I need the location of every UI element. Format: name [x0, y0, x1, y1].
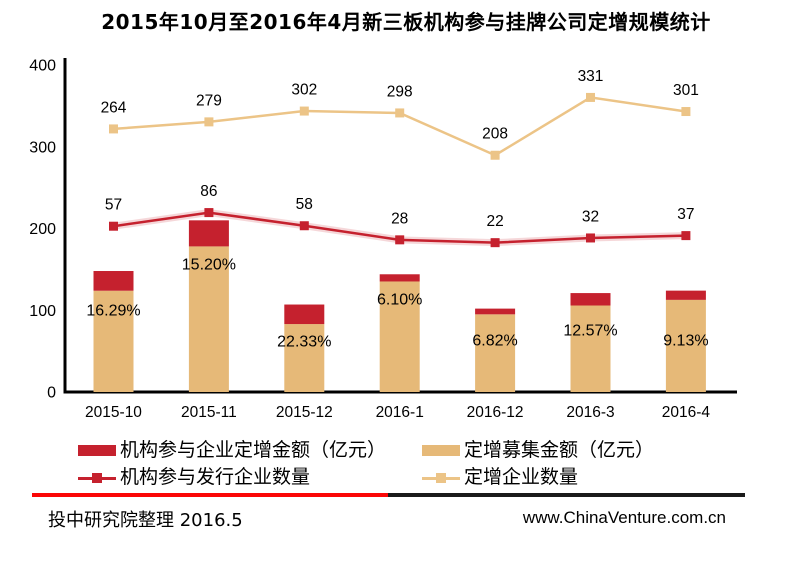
chart-plot: 0 100 200 300 400 16.29% 2015-10 15.20% 2015-11 2… — [29, 58, 737, 421]
line-value-label: 58 — [296, 196, 313, 213]
footer-divider — [32, 493, 745, 497]
bar-institution-segment — [93, 271, 134, 291]
y-tick-label: 100 — [29, 303, 56, 320]
x-tick-label: 2015-12 — [276, 404, 333, 421]
legend-column-left: 机构参与企业定增金额（亿元） 机构参与发行企业数量 — [78, 437, 386, 491]
line-value-label: 32 — [582, 208, 599, 225]
line-marker — [204, 117, 214, 127]
x-tick-label: 2015-10 — [85, 404, 142, 421]
legend-label: 机构参与发行企业数量 — [120, 466, 311, 488]
bar-institution-segment — [379, 274, 420, 282]
legend-item-total-amount: 定增募集金额（亿元） — [422, 437, 654, 464]
line-value-label: 279 — [196, 92, 222, 109]
bar-total-segment — [93, 290, 134, 392]
bar-institution-segment — [475, 308, 516, 315]
line-marker — [681, 231, 691, 241]
y-tick-label: 400 — [29, 58, 56, 75]
legend-label: 机构参与企业定增金额（亿元） — [120, 439, 387, 461]
line-marker — [681, 107, 691, 117]
bar-pct-label: 16.29% — [86, 303, 140, 320]
line-marker — [109, 124, 118, 134]
chart-title: 2015年10月至2016年4月新三板机构参与挂牌公司定增规模统计 — [101, 10, 711, 34]
bar-pct-label: 22.33% — [277, 334, 331, 351]
bar-pct-label: 12.57% — [563, 323, 617, 340]
bar-swatch-tan — [422, 445, 460, 456]
x-tick-label: 2016-12 — [467, 404, 524, 421]
bar-total-segment — [665, 299, 706, 392]
bar-total-segment — [188, 246, 229, 392]
line-value-label: 331 — [578, 68, 604, 85]
line-value-label: 28 — [391, 210, 408, 227]
bar-institution-segment — [284, 304, 325, 325]
legend-item-institution-amount: 机构参与企业定增金额（亿元） — [78, 437, 386, 464]
y-tick-label: 0 — [47, 385, 56, 402]
line-value-label: 37 — [677, 206, 694, 223]
bar-pct-label: 15.20% — [182, 257, 236, 274]
x-tick-label: 2016-1 — [376, 404, 424, 421]
line-value-label: 302 — [291, 82, 317, 99]
line-swatch-marker — [436, 472, 446, 483]
chart-legend: 机构参与企业定增金额（亿元） 机构参与发行企业数量 定增募集金额（亿元） — [0, 437, 812, 493]
bar-institution-segment — [665, 290, 706, 300]
x-tick-label: 2016-3 — [566, 404, 614, 421]
bar-total-segment — [379, 281, 420, 392]
x-tick-label: 2016-4 — [662, 404, 711, 421]
line-marker — [395, 235, 405, 245]
legend-label: 定增企业数量 — [464, 466, 579, 488]
line-marker — [586, 233, 595, 243]
line-marker — [299, 106, 309, 116]
line-marker — [395, 108, 405, 118]
line-swatch-red — [78, 472, 116, 484]
line-value-label: 86 — [200, 183, 217, 200]
bar-pct-label: 9.13% — [663, 333, 708, 350]
divider-dark-segment — [388, 493, 745, 497]
bar-total-segment — [475, 314, 516, 392]
y-tick-label: 300 — [29, 139, 56, 156]
legend-column-right: 定增募集金额（亿元） 定增企业数量 — [422, 437, 654, 491]
website-link: www.ChinaVenture.com.cn — [522, 508, 726, 527]
bar-swatch-red — [78, 445, 116, 456]
line-swatch-tan — [422, 472, 460, 484]
line-value-label: 57 — [105, 197, 122, 214]
line-marker — [204, 208, 214, 218]
bar-pct-label: 6.10% — [377, 292, 422, 309]
divider-red-segment — [32, 493, 388, 497]
line-value-label: 264 — [101, 99, 127, 116]
line-marker — [490, 238, 500, 248]
y-tick-label: 200 — [29, 221, 56, 238]
legend-item-institution-count: 机构参与发行企业数量 — [78, 464, 386, 491]
bar-total-segment — [284, 324, 325, 392]
bar-total-segment — [570, 305, 611, 392]
line-marker — [299, 221, 309, 231]
legend-item-total-count: 定增企业数量 — [422, 464, 654, 491]
line-marker — [586, 92, 595, 102]
bar-institution-segment — [570, 293, 611, 306]
line-value-label: 22 — [486, 213, 503, 230]
legend-label: 定增募集金额（亿元） — [464, 439, 655, 461]
line-swatch-marker — [92, 472, 102, 483]
bar-pct-label: 6.82% — [472, 333, 517, 350]
source-note: 投中研究院整理 2016.5 — [48, 510, 243, 531]
line-value-label: 301 — [673, 82, 699, 99]
line-value-label: 298 — [387, 83, 413, 100]
line-value-label: 208 — [482, 126, 508, 143]
line-marker — [109, 221, 118, 231]
x-tick-label: 2015-11 — [181, 404, 237, 421]
bar-institution-segment — [188, 220, 229, 247]
line-marker — [490, 150, 500, 160]
